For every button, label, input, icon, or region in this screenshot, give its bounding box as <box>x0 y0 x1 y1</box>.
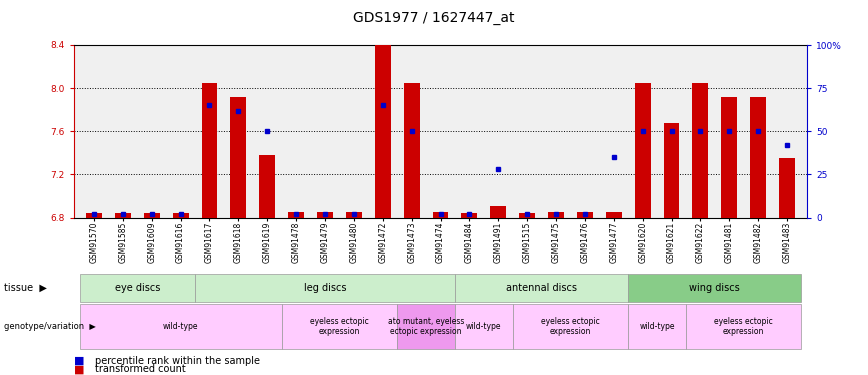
Bar <box>462 213 477 217</box>
Bar <box>404 83 419 218</box>
Text: eyeless ectopic
expression: eyeless ectopic expression <box>714 316 773 336</box>
Text: ■: ■ <box>74 364 84 374</box>
Text: wild-type: wild-type <box>640 322 674 331</box>
Bar <box>86 213 102 217</box>
Bar <box>201 83 218 218</box>
Bar <box>115 213 131 217</box>
Bar <box>779 158 795 218</box>
Bar <box>490 206 506 218</box>
Bar <box>721 97 737 218</box>
Bar <box>230 97 247 218</box>
Text: tissue  ▶: tissue ▶ <box>4 283 47 293</box>
Bar <box>577 212 593 217</box>
Text: ■: ■ <box>74 356 84 366</box>
Bar <box>288 212 304 217</box>
Text: wild-type: wild-type <box>163 322 199 331</box>
Text: eyeless ectopic
expression: eyeless ectopic expression <box>541 316 600 336</box>
Text: leg discs: leg discs <box>304 283 346 293</box>
Text: wild-type: wild-type <box>466 322 502 331</box>
Bar <box>693 83 708 218</box>
Bar <box>519 213 535 217</box>
Text: GDS1977 / 1627447_at: GDS1977 / 1627447_at <box>353 11 515 25</box>
Text: antennal discs: antennal discs <box>506 283 577 293</box>
Text: transformed count: transformed count <box>95 364 187 374</box>
Text: genotype/variation  ▶: genotype/variation ▶ <box>4 322 96 331</box>
Text: eyeless ectopic
expression: eyeless ectopic expression <box>310 316 369 336</box>
Bar <box>606 212 621 217</box>
Text: percentile rank within the sample: percentile rank within the sample <box>95 356 260 366</box>
Bar <box>635 83 651 218</box>
Bar <box>260 155 275 218</box>
Text: ato mutant, eyeless
ectopic expression: ato mutant, eyeless ectopic expression <box>388 316 464 336</box>
Bar <box>346 212 362 217</box>
Bar <box>173 213 188 217</box>
Bar <box>548 212 564 217</box>
Bar <box>144 213 160 217</box>
Bar <box>317 212 333 217</box>
Text: eye discs: eye discs <box>115 283 160 293</box>
Bar <box>375 45 391 218</box>
Bar <box>663 123 680 218</box>
Text: wing discs: wing discs <box>689 283 740 293</box>
Bar <box>750 97 766 218</box>
Bar <box>432 212 449 217</box>
